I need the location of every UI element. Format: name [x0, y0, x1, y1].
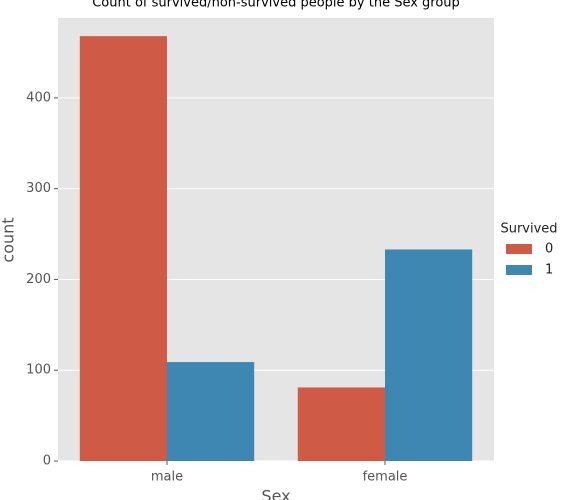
x-tick-label: male [151, 470, 183, 485]
chart-title: Count of survived/non-survived people by… [92, 0, 460, 11]
x-axis-label: Sex [261, 487, 290, 500]
y-tick-label: 0 [43, 454, 51, 469]
y-tick-label: 200 [26, 272, 51, 287]
x-tick-label: female [363, 470, 408, 485]
y-axis-label: count [0, 217, 18, 262]
legend-label: 1 [545, 263, 553, 278]
bar [167, 362, 255, 461]
bar [385, 249, 473, 461]
legend-title: Survived [500, 222, 557, 237]
legend-swatch [506, 265, 532, 275]
y-tick-label: 300 [26, 181, 51, 196]
y-tick-label: 100 [26, 363, 51, 378]
legend-label: 0 [545, 242, 553, 257]
legend-swatch [506, 244, 532, 254]
y-tick-label: 400 [26, 90, 51, 105]
bar [297, 387, 385, 461]
bar [79, 36, 167, 462]
